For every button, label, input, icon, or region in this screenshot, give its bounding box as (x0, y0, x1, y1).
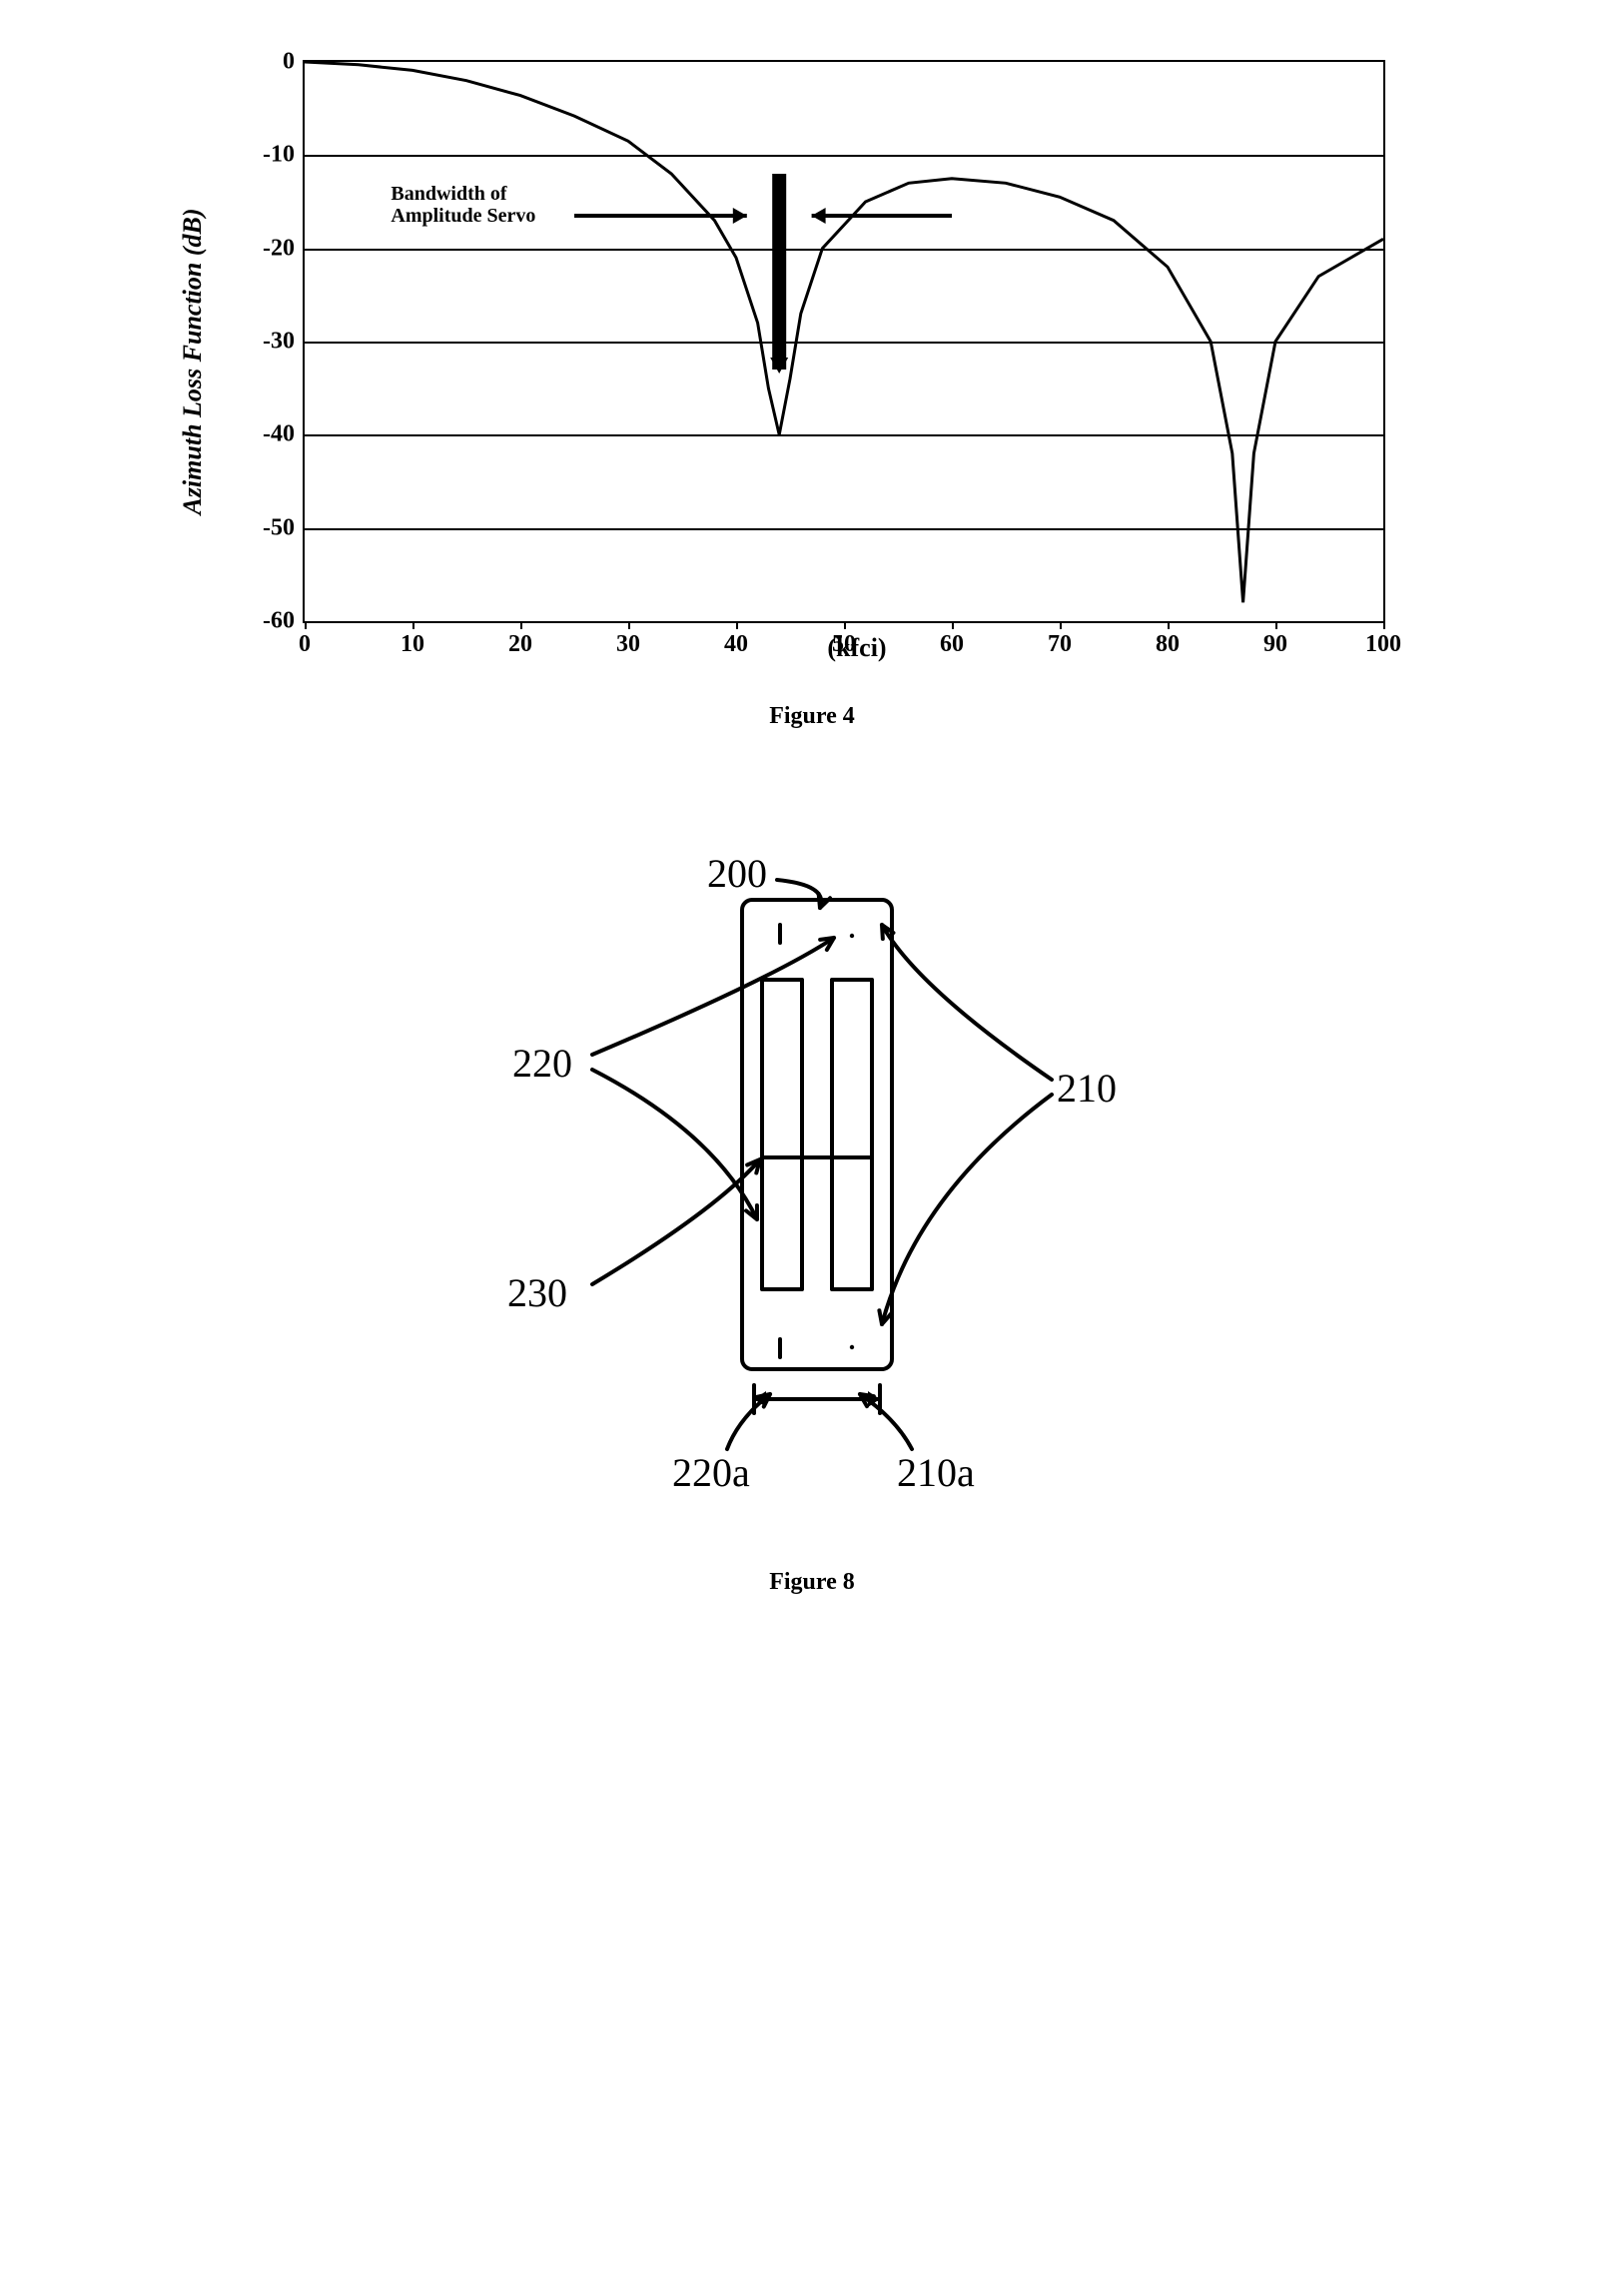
figure-8-caption: Figure 8 (100, 1569, 1524, 1596)
ref-label-210: 210 (1057, 1065, 1117, 1112)
figure-4-caption: Figure 4 (100, 703, 1524, 730)
x-tick-label: 20 (508, 631, 532, 658)
x-tick-mark (1275, 621, 1277, 629)
x-tick-label: 0 (299, 631, 311, 658)
gridline (305, 342, 1383, 344)
gridline (305, 155, 1383, 157)
gridline (305, 528, 1383, 530)
x-tick-mark (1168, 621, 1170, 629)
gridline (305, 249, 1383, 251)
azimuth-loss-chart: Azimuth Loss Function (dB) Bandwidth of … (213, 60, 1411, 663)
y-tick-label: -50 (263, 514, 295, 541)
figure-4: Azimuth Loss Function (dB) Bandwidth of … (100, 60, 1524, 730)
x-tick-mark (844, 621, 846, 629)
y-tick-label: -40 (263, 421, 295, 448)
x-tick-mark (1060, 621, 1062, 629)
x-tick-mark (952, 621, 954, 629)
y-axis-label: Azimuth Loss Function (dB) (178, 208, 208, 514)
y-tick-label: -30 (263, 329, 295, 356)
y-tick-label: -10 (263, 142, 295, 169)
x-tick-label: 40 (724, 631, 748, 658)
ref-label-210a: 210a (897, 1449, 975, 1496)
x-tick-mark (412, 621, 414, 629)
y-tick-label: -20 (263, 235, 295, 262)
y-tick-label: -60 (263, 608, 295, 635)
device-diagram: 200 220 230 210 220a 210a (363, 810, 1261, 1529)
x-tick-mark (520, 621, 522, 629)
ref-label-200: 200 (707, 850, 767, 897)
y-tick-label: 0 (283, 49, 295, 76)
x-tick-label: 80 (1156, 631, 1180, 658)
x-tick-label: 60 (940, 631, 964, 658)
x-tick-mark (628, 621, 630, 629)
x-tick-label: 50 (832, 631, 856, 658)
annotation-line1: Bandwidth of (391, 183, 506, 205)
x-tick-mark (305, 621, 307, 629)
x-tick-label: 100 (1365, 631, 1401, 658)
x-tick-mark (736, 621, 738, 629)
x-tick-label: 30 (616, 631, 640, 658)
ref-label-220a: 220a (672, 1449, 750, 1496)
ref-label-230: 230 (507, 1269, 567, 1316)
x-tick-mark (1383, 621, 1385, 629)
x-axis-label: (kfci) (303, 633, 1411, 663)
gridline (305, 434, 1383, 436)
ref-label-220: 220 (512, 1040, 572, 1087)
plot-area: Bandwidth of Amplitude Servo 0-10-20-30-… (303, 60, 1385, 623)
x-tick-label: 70 (1048, 631, 1072, 658)
figure-8: 200 220 230 210 220a 210a Figure 8 (100, 810, 1524, 1596)
x-tick-label: 90 (1263, 631, 1287, 658)
x-tick-label: 10 (401, 631, 424, 658)
bandwidth-annotation-label: Bandwidth of Amplitude Servo (391, 183, 535, 227)
annotation-line2: Amplitude Servo (391, 205, 535, 227)
